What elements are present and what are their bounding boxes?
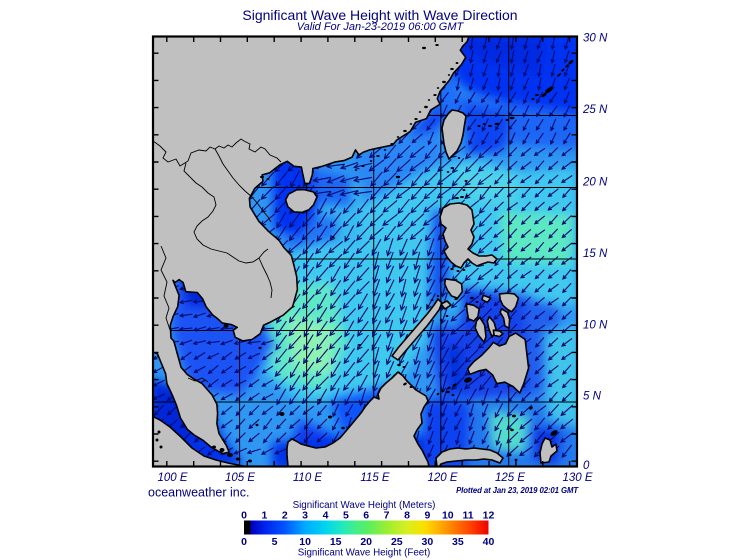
svg-text:25: 25 bbox=[391, 536, 403, 548]
svg-text:0: 0 bbox=[583, 460, 590, 472]
svg-text:10 N: 10 N bbox=[583, 320, 608, 332]
svg-text:12: 12 bbox=[483, 510, 495, 522]
svg-text:120 E: 120 E bbox=[427, 472, 457, 484]
svg-text:oceanweather inc.: oceanweather inc. bbox=[148, 486, 249, 500]
svg-text:100 E: 100 E bbox=[157, 472, 187, 484]
svg-text:4: 4 bbox=[323, 510, 329, 522]
svg-text:25 N: 25 N bbox=[582, 104, 608, 116]
svg-text:3: 3 bbox=[302, 510, 308, 522]
svg-text:11: 11 bbox=[463, 510, 474, 522]
svg-text:15: 15 bbox=[330, 536, 342, 548]
svg-text:2: 2 bbox=[282, 510, 288, 522]
svg-text:Valid For Jan-23-2019 06:00 GM: Valid For Jan-23-2019 06:00 GMT bbox=[297, 21, 465, 33]
svg-text:15 N: 15 N bbox=[583, 248, 608, 260]
svg-text:Significant Wave Height (Feet): Significant Wave Height (Feet) bbox=[298, 548, 431, 559]
svg-text:110 E: 110 E bbox=[293, 472, 323, 484]
svg-text:40: 40 bbox=[483, 536, 495, 548]
svg-text:Significant Wave Height with W: Significant Wave Height with Wave Direct… bbox=[242, 7, 517, 23]
svg-text:30 N: 30 N bbox=[583, 33, 608, 45]
svg-text:Plotted at Jan 23, 2019 02:01: Plotted at Jan 23, 2019 02:01 GMT bbox=[456, 486, 579, 495]
svg-text:105 E: 105 E bbox=[225, 472, 255, 484]
svg-text:10: 10 bbox=[299, 536, 311, 548]
svg-text:0: 0 bbox=[241, 510, 247, 522]
svg-text:115 E: 115 E bbox=[360, 472, 390, 484]
svg-text:35: 35 bbox=[452, 536, 464, 548]
svg-text:5: 5 bbox=[272, 536, 278, 548]
svg-text:5 N: 5 N bbox=[583, 391, 602, 403]
svg-text:6: 6 bbox=[363, 510, 369, 522]
svg-text:30: 30 bbox=[422, 536, 434, 548]
svg-text:125 E: 125 E bbox=[495, 472, 525, 484]
svg-text:9: 9 bbox=[424, 510, 430, 522]
svg-text:0: 0 bbox=[241, 536, 247, 548]
svg-text:7: 7 bbox=[384, 510, 390, 522]
svg-text:Significant Wave Height (Meter: Significant Wave Height (Meters) bbox=[293, 500, 436, 511]
svg-text:1: 1 bbox=[261, 510, 267, 522]
svg-text:20 N: 20 N bbox=[582, 177, 608, 189]
svg-text:8: 8 bbox=[404, 510, 410, 522]
svg-text:20: 20 bbox=[360, 536, 372, 548]
svg-text:10: 10 bbox=[442, 510, 454, 522]
svg-text:5: 5 bbox=[343, 510, 349, 522]
svg-text:130 E: 130 E bbox=[562, 472, 592, 484]
